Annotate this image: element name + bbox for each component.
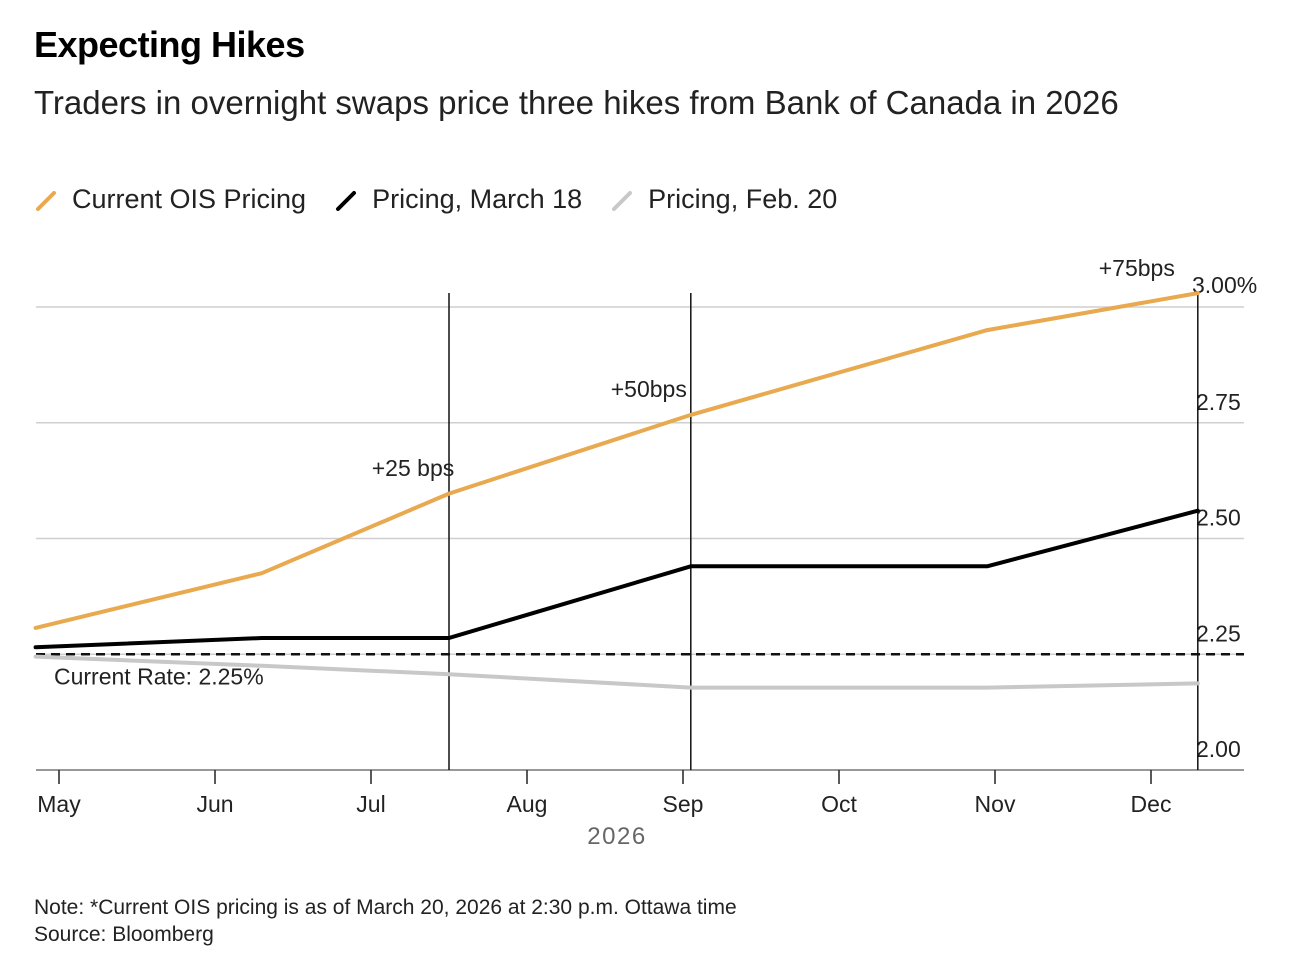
x-tick-label-7: Dec [1131,791,1172,817]
footer-source: Source: Bloomberg [34,923,214,946]
x-axis-title: 2026 [587,823,646,850]
meeting-annotation-0: +25 bps [372,455,455,481]
legend-swatch-feb-20 [612,190,633,211]
y-tick-label-3: 2.25 [1196,620,1241,646]
legend-swatch-current-ois-line [36,190,56,211]
legend: Current OIS Pricing Pricing, March 18 Pr… [34,184,865,215]
chart-subtitle: Traders in overnight swaps price three h… [34,84,1119,121]
meeting-annotation-1: +50bps [611,376,687,402]
x-tick-label-4: Sep [663,791,704,817]
legend-swatch-march-18-line [336,190,357,211]
x-tick-label-3: Aug [507,791,548,817]
legend-label-current-ois: Current OIS Pricing [72,184,307,214]
y-tick-label-2: 2.50 [1196,505,1241,531]
series-feb-20-line [33,654,1200,690]
x-tick-label-2: Jul [356,791,385,817]
series-current-ois-line [33,291,1200,630]
current-rate-label: Current Rate: 2.25% [54,663,264,689]
legend-item-current-ois: Current OIS Pricing [34,184,306,215]
chart-title: Expecting Hikes [34,24,305,65]
legend-swatch-march-18 [336,190,357,211]
series-march-18-line [33,508,1200,650]
legend-item-march-18: Pricing, March 18 [334,184,582,215]
x-tick-label-5: Oct [821,791,857,817]
legend-label-feb-20: Pricing, Feb. 20 [648,184,838,214]
footer-note: Note: *Current OIS pricing is as of Marc… [34,896,737,919]
x-tick-label-1: Jun [196,791,233,817]
x-tick-label-0: May [37,791,81,817]
meeting-annotation-2: +75bps [1099,255,1175,281]
line-chart: 3.00% 2.75 2.50 2.25 2.00 May Jun Jul Aug Sep Oct N… [33,255,1257,850]
y-tick-label-0: 3.00% [1192,272,1257,298]
legend-item-feb-20: Pricing, Feb. 20 [610,184,837,215]
legend-label-march-18: Pricing, March 18 [372,184,583,214]
x-tick-label-6: Nov [975,791,1016,817]
chart-footer: Note: *Current OIS pricing is as of Marc… [34,894,737,948]
y-tick-label-1: 2.75 [1196,389,1241,415]
legend-swatch-current-ois [36,190,56,211]
legend-swatch-feb-20-line [612,190,633,211]
y-tick-label-4: 2.00 [1196,736,1241,762]
